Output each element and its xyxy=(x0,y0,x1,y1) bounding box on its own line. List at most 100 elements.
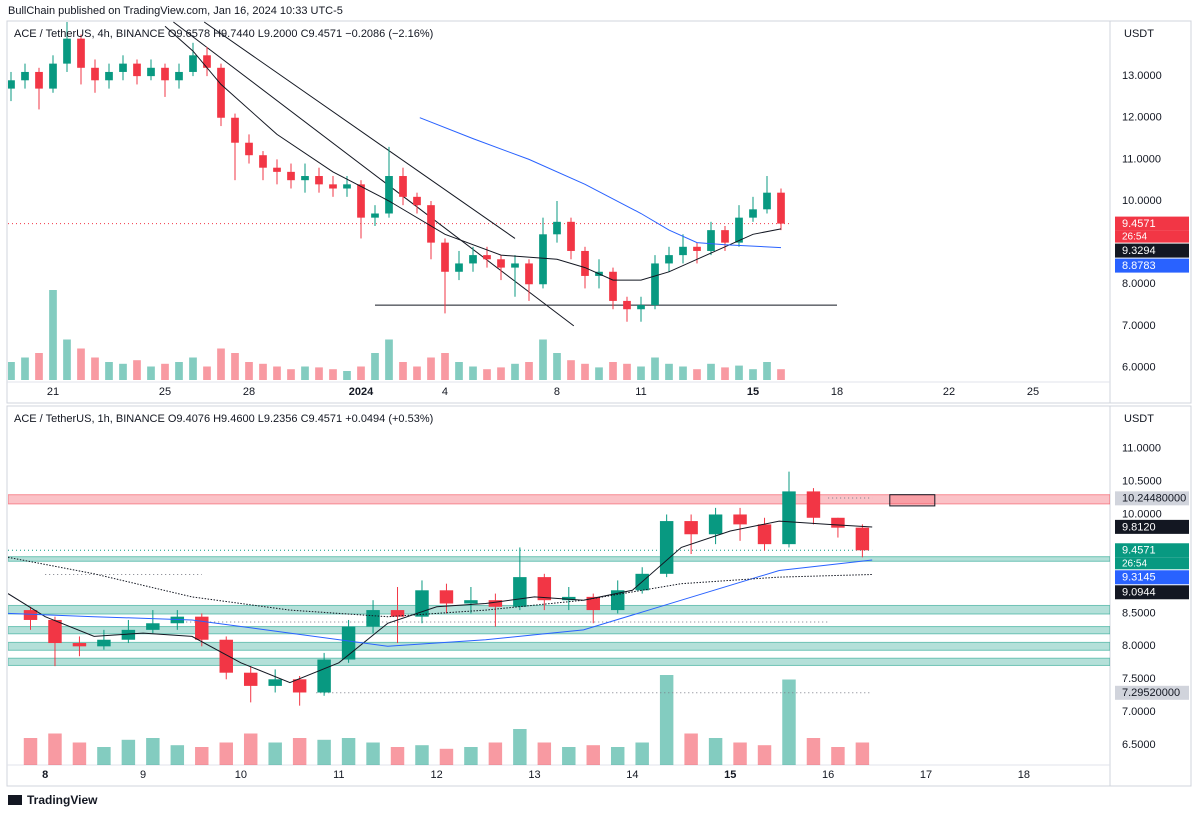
volume-bar xyxy=(357,366,365,380)
volume-bar xyxy=(488,742,503,765)
volume-bar xyxy=(708,738,723,765)
volume-bar xyxy=(782,679,796,765)
volume-bar xyxy=(427,357,435,380)
candle-body xyxy=(469,255,477,264)
candle-body xyxy=(782,491,796,545)
price-label: 9.3145 xyxy=(1122,572,1156,584)
candle-body xyxy=(749,209,757,218)
x-tick-label: 21 xyxy=(47,386,59,398)
x-tick-label: 11 xyxy=(635,386,646,398)
y-tick-label: 8.5000 xyxy=(1122,607,1156,619)
zone xyxy=(8,494,1110,505)
volume-bar xyxy=(147,366,155,380)
candle-body xyxy=(539,234,547,285)
y-tick-label: 7.0000 xyxy=(1122,320,1156,332)
volume-bar xyxy=(415,745,429,765)
price-label: 9.4571 xyxy=(1122,545,1156,557)
x-tick-label: 14 xyxy=(626,769,638,781)
countdown-box xyxy=(1115,230,1189,243)
candle-body xyxy=(390,610,405,617)
x-tick-label: 10 xyxy=(235,769,247,781)
y-tick-label: 8.0000 xyxy=(1122,640,1156,652)
volume-bar xyxy=(97,747,111,765)
plot xyxy=(8,471,1110,765)
countdown: 26:54 xyxy=(1122,558,1147,569)
candle-body xyxy=(399,176,407,197)
currency: USDT xyxy=(1124,413,1154,425)
volume-bar xyxy=(385,339,393,380)
candle-body xyxy=(231,117,239,143)
volume-bar xyxy=(623,363,631,380)
candle-body xyxy=(831,517,845,528)
candle-body xyxy=(733,514,747,525)
volume-bar xyxy=(763,362,771,380)
price-label: 9.8120 xyxy=(1122,521,1156,533)
moving-average xyxy=(164,25,782,281)
candle-body xyxy=(287,171,295,181)
price-label: 7.29520000 xyxy=(1122,687,1180,699)
x-tick-label: 13 xyxy=(528,769,540,781)
candle-body xyxy=(806,491,821,518)
volume-bar xyxy=(455,362,463,380)
countdown-box xyxy=(1115,557,1189,570)
volume-bar xyxy=(217,348,225,380)
candle-body xyxy=(259,155,267,168)
price-label-box xyxy=(1115,685,1189,700)
plot xyxy=(8,21,837,380)
candle-body xyxy=(721,230,729,243)
volume-bar xyxy=(635,742,649,765)
volume-bar xyxy=(469,366,477,380)
zone xyxy=(8,657,1110,666)
candle-body xyxy=(513,577,527,607)
candle-body xyxy=(189,55,197,72)
volume-bar xyxy=(562,747,576,765)
volume-bar xyxy=(170,745,185,765)
zone xyxy=(8,604,1110,615)
volume-bar xyxy=(483,369,491,380)
x-tick-label: 4 xyxy=(442,386,448,398)
candle-body xyxy=(777,192,785,224)
candle-body xyxy=(147,67,155,77)
candle-body xyxy=(413,196,421,206)
candle-body xyxy=(623,300,631,310)
candle-body xyxy=(497,259,505,268)
candle-body xyxy=(217,67,225,118)
volume-bar xyxy=(511,363,519,380)
zone xyxy=(8,626,1110,635)
volume-bar xyxy=(119,363,127,380)
countdown: 26:54 xyxy=(1122,232,1147,243)
volume-bar xyxy=(390,747,405,765)
volume-bar xyxy=(175,362,183,380)
candle-body xyxy=(371,213,379,218)
volume-bar xyxy=(189,357,197,380)
candle-body xyxy=(175,71,183,81)
x-tick-label: 18 xyxy=(1018,769,1030,781)
volume-bar xyxy=(301,366,309,380)
volume-bar xyxy=(586,745,600,765)
moving-average xyxy=(8,559,873,647)
x-tick-label: 12 xyxy=(431,769,443,781)
candle-body xyxy=(464,600,478,604)
price-label-box xyxy=(1115,491,1189,506)
volume-bar xyxy=(329,369,337,380)
candle-body xyxy=(292,679,307,693)
candle-body xyxy=(679,246,687,256)
volume-bar xyxy=(665,363,673,380)
x-tick-label: 15 xyxy=(747,386,759,398)
volume-bar xyxy=(315,367,323,380)
candle-body xyxy=(341,626,356,660)
candle-body xyxy=(23,610,38,620)
candle-body xyxy=(609,271,617,301)
volume-bar xyxy=(72,742,87,765)
candle-body xyxy=(735,217,743,243)
x-tick-label: 8 xyxy=(554,386,560,398)
y-tick-label: 12.0000 xyxy=(1122,112,1162,124)
candle-body xyxy=(385,176,393,214)
candle-body xyxy=(301,176,309,181)
candle-body xyxy=(317,659,331,693)
volume-bar xyxy=(581,363,589,380)
volume-bar xyxy=(539,339,547,380)
candle-body xyxy=(133,63,141,77)
candle-body xyxy=(562,596,576,601)
